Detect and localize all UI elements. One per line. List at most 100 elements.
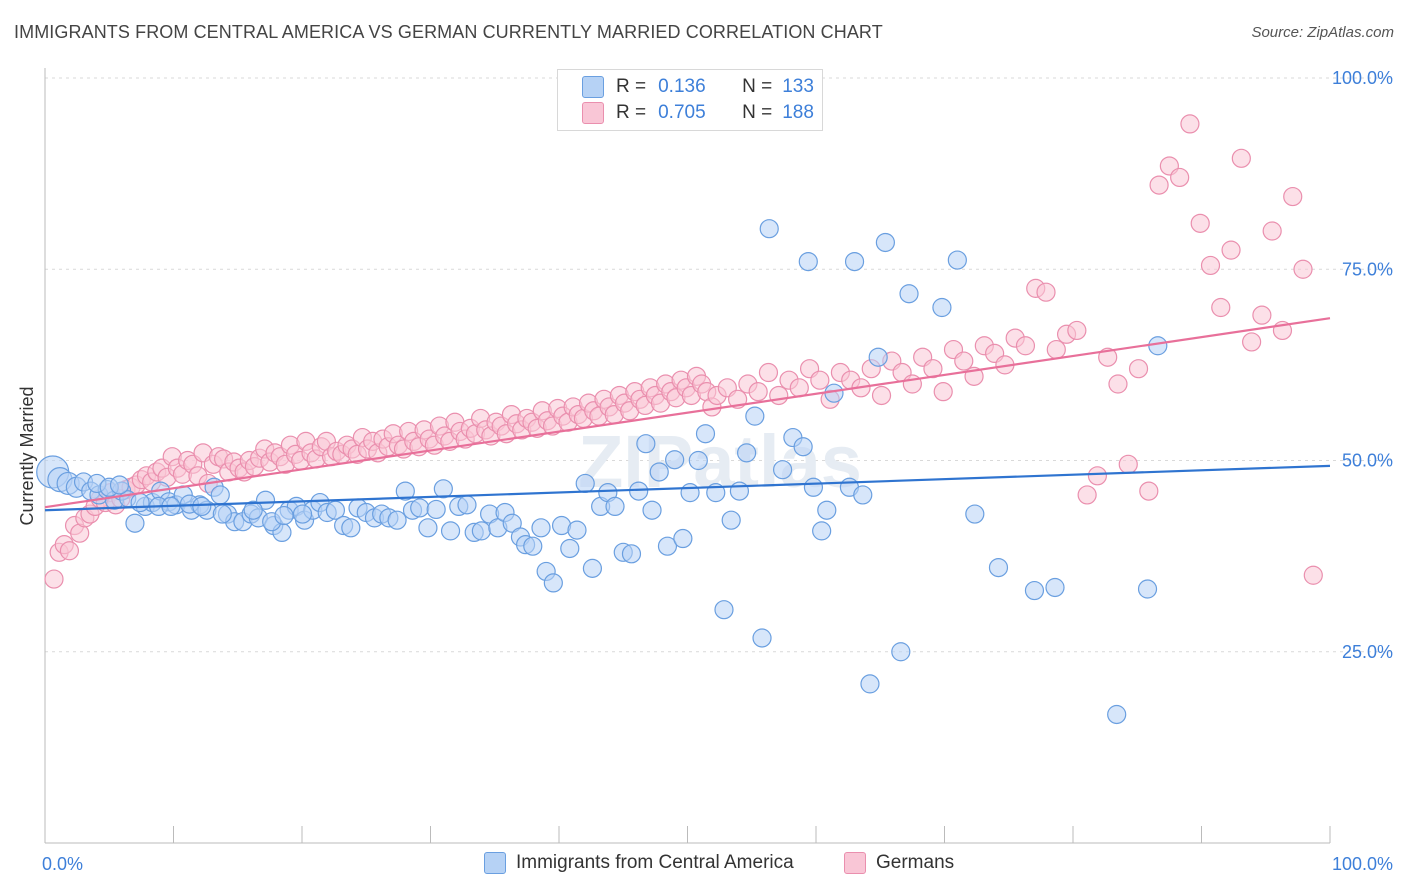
data-point <box>440 521 461 541</box>
data-point <box>1118 454 1138 474</box>
data-point <box>387 510 407 530</box>
data-point <box>1067 320 1087 341</box>
data-point <box>395 481 415 501</box>
data-point <box>933 382 953 402</box>
axes <box>44 68 1331 844</box>
data-point <box>1128 359 1149 379</box>
data-point <box>605 496 625 516</box>
data-point <box>341 518 361 538</box>
y-tick-label: 100.0% <box>1332 68 1393 88</box>
legend-swatch-blue <box>582 76 604 98</box>
trend-line-germans <box>44 317 1331 509</box>
y-tick-label: 75.0% <box>1342 259 1393 279</box>
data-point <box>729 481 750 501</box>
x-tick-label: 0.0% <box>42 854 83 874</box>
data-point <box>1170 167 1190 188</box>
trend-lines <box>44 317 1331 512</box>
data-point <box>212 504 232 524</box>
data-point <box>817 500 837 520</box>
data-point <box>673 528 693 549</box>
data-point <box>798 252 818 272</box>
data-point <box>868 347 888 367</box>
data-point <box>1211 297 1231 318</box>
data-point <box>292 504 313 524</box>
data-point <box>1137 579 1158 599</box>
data-point <box>274 505 294 526</box>
r-value: 0.136 <box>658 76 706 97</box>
data-point <box>567 520 587 540</box>
data-point <box>721 510 741 530</box>
data-point <box>560 538 580 559</box>
legend-item-central-america[interactable]: Immigrants from Central America <box>484 852 794 874</box>
trend-line-central-america <box>44 464 1331 512</box>
data-point <box>1221 240 1241 260</box>
data-point <box>649 462 669 482</box>
data-point <box>752 628 772 648</box>
legend-row-germans: R = 0.705 N = 188 <box>582 101 814 125</box>
data-point <box>1242 332 1262 352</box>
r-label: R = <box>616 102 647 123</box>
n-value: 188 <box>782 102 814 123</box>
data-point <box>1303 565 1323 585</box>
data-point <box>1293 259 1313 279</box>
legend-swatch-pink <box>844 852 866 874</box>
data-point <box>523 536 543 556</box>
data-point <box>695 424 716 444</box>
central-america-points <box>36 219 1168 725</box>
data-point <box>543 573 563 593</box>
data-point <box>1077 485 1097 505</box>
data-point <box>582 558 603 578</box>
data-point <box>871 385 892 406</box>
data-point <box>410 498 430 518</box>
data-point <box>769 385 789 406</box>
data-point <box>636 434 656 454</box>
data-point <box>1180 114 1200 134</box>
data-point <box>1148 336 1168 356</box>
data-point <box>130 492 150 513</box>
data-point <box>1149 175 1169 195</box>
data-point <box>899 284 919 304</box>
data-point <box>714 600 734 620</box>
n-value: 133 <box>782 76 814 97</box>
data-point <box>629 481 649 501</box>
data-point <box>243 500 263 520</box>
data-point <box>125 513 145 533</box>
data-point <box>44 569 64 589</box>
data-point <box>457 495 477 515</box>
legend-swatch-pink <box>582 102 604 124</box>
r-label: R = <box>616 76 647 97</box>
y-tick-label: 50.0% <box>1342 451 1393 471</box>
data-point <box>853 485 873 505</box>
data-point <box>844 252 865 272</box>
series-legend: Immigrants from Central America Germans <box>0 852 1406 878</box>
legend-swatch-blue <box>484 852 506 874</box>
data-point <box>793 437 813 457</box>
legend-label: Germans <box>876 852 955 873</box>
y-axis-label: Currently Married <box>17 386 37 525</box>
data-point <box>803 477 824 497</box>
r-value: 0.705 <box>658 102 706 123</box>
data-point <box>426 499 446 520</box>
data-point <box>471 521 491 541</box>
data-point <box>772 460 793 480</box>
data-point <box>789 378 809 398</box>
data-point <box>745 406 765 426</box>
data-point <box>932 297 952 318</box>
y-tick-label: 25.0% <box>1342 642 1393 662</box>
data-point <box>1015 336 1036 356</box>
data-point <box>621 544 642 564</box>
data-point <box>810 370 830 390</box>
x-tick-label: 100.0% <box>1332 854 1393 874</box>
data-point <box>1098 347 1118 367</box>
data-point <box>1190 213 1210 233</box>
data-point <box>433 479 453 499</box>
legend-item-germans[interactable]: Germans <box>844 852 954 874</box>
data-point <box>1262 221 1282 241</box>
legend-label: Immigrants from Central America <box>516 852 794 873</box>
data-point <box>575 473 595 494</box>
tick-labels: 25.0% 50.0% 75.0% 100.0% 0.0% 100.0% <box>42 68 1393 874</box>
data-point <box>1252 305 1272 325</box>
data-point <box>954 351 974 371</box>
data-point <box>210 485 230 505</box>
